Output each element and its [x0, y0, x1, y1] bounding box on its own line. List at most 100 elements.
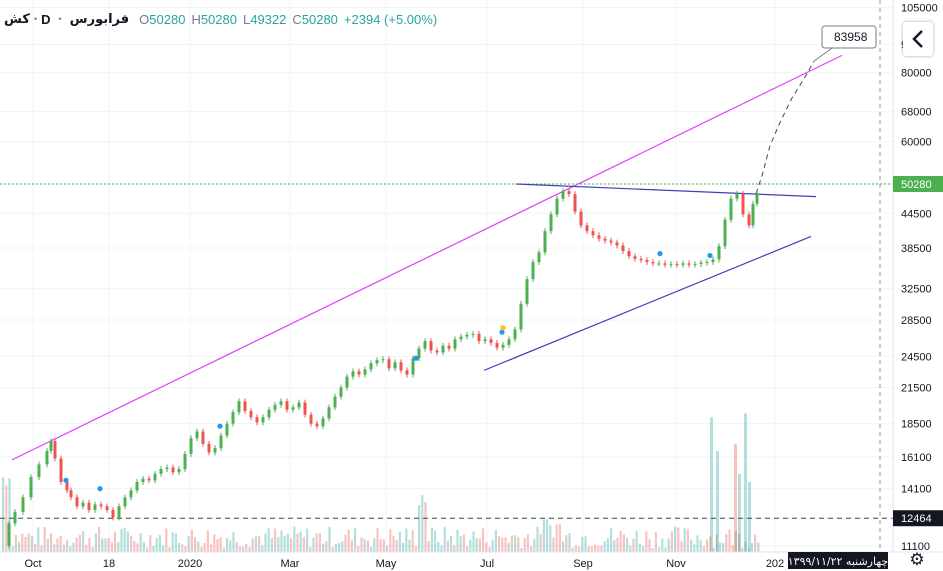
volume-bar: [552, 537, 555, 552]
symbol-name[interactable]: کش: [4, 11, 30, 26]
candle-body: [423, 341, 427, 349]
volume-bar: [254, 536, 257, 552]
volume-bar: [142, 542, 145, 552]
candle-body: [755, 193, 759, 204]
volume-bar: [632, 538, 635, 552]
candle-body: [609, 240, 613, 243]
candle-body: [723, 219, 727, 247]
candle-body: [519, 303, 523, 330]
volume-bar: [574, 545, 577, 552]
volume-spike: [748, 481, 751, 552]
volume-bar: [571, 547, 574, 552]
candle-body: [135, 481, 139, 491]
volume-bar: [546, 519, 549, 552]
timeframe[interactable]: D: [41, 11, 51, 27]
volume-spike: [716, 451, 719, 552]
legend-separator: •: [33, 14, 38, 24]
volume-bar: [264, 533, 267, 552]
price-tick-label: 105000: [901, 3, 938, 15]
candle-body: [291, 407, 295, 410]
volume-bar: [34, 544, 37, 552]
time-tick-label: Sep: [573, 558, 593, 570]
volume-bar: [245, 543, 248, 552]
volume-bar: [331, 547, 334, 552]
candle-body: [117, 506, 121, 518]
candle-body: [111, 509, 115, 518]
volume-bar: [555, 524, 558, 552]
volume-bar: [242, 546, 245, 552]
volume-bar: [741, 547, 744, 552]
volume-bar: [466, 546, 469, 552]
volume-bar: [722, 542, 725, 552]
candle-body: [717, 246, 721, 260]
signal-dots: [63, 251, 713, 492]
volume-bar: [674, 526, 677, 552]
price-tick-label: 32500: [901, 284, 932, 296]
back-button[interactable]: [903, 22, 933, 56]
signal-dot: [657, 251, 663, 257]
volume-bar: [459, 536, 462, 552]
volume-bar: [59, 535, 62, 552]
candle-body: [645, 260, 649, 263]
volume-bar: [309, 546, 312, 552]
candle-body: [597, 235, 601, 239]
volume-bar: [251, 538, 254, 552]
volume-bar: [267, 528, 270, 552]
candle-body: [417, 348, 421, 359]
volume-bar: [126, 531, 129, 552]
volume-bar: [715, 534, 718, 552]
candles: [7, 188, 759, 549]
volume-bar: [40, 545, 43, 552]
volume-bar: [747, 547, 750, 552]
level-tag-text: 12464: [901, 513, 932, 525]
candle-body: [123, 497, 127, 507]
projection-callout-text: 83958: [834, 30, 868, 44]
candle-body: [603, 238, 607, 241]
time-tick-label: May: [376, 558, 397, 570]
volume-bar: [158, 535, 161, 552]
candle-body: [59, 458, 63, 482]
volume-bar: [594, 544, 597, 552]
volume-bar: [622, 534, 625, 552]
candle-body: [369, 363, 373, 370]
volume-bar: [347, 529, 350, 552]
candle-body: [195, 431, 199, 439]
date-tag-text: چهارشنبه ۱۳۹۹/۱۱/۲۲: [788, 555, 888, 568]
volume-bar: [306, 528, 309, 552]
volume-bar: [136, 543, 139, 552]
candle-body: [243, 401, 247, 411]
time-tick-label: 202: [766, 558, 784, 570]
volume-bar: [517, 537, 520, 552]
gear-icon[interactable]: ⚙: [909, 550, 925, 569]
candle-body: [333, 396, 337, 408]
volume-bar: [664, 547, 667, 552]
signal-dot: [97, 486, 103, 492]
volume-bar: [558, 524, 561, 552]
volume-bar: [373, 537, 376, 552]
volume-bar: [750, 543, 753, 552]
signal-dot: [707, 252, 713, 259]
candle-body: [81, 502, 85, 507]
candle-body: [465, 334, 469, 337]
candle-body: [483, 339, 487, 342]
volume-bar: [190, 529, 193, 552]
volume-bar: [56, 538, 59, 552]
candle-body: [345, 376, 349, 388]
time-tick-label: Nov: [666, 558, 686, 570]
candle-body: [303, 402, 307, 415]
candle-body: [435, 350, 439, 353]
candle-body: [693, 264, 697, 266]
volume-bar: [696, 535, 699, 552]
volume-bar: [450, 535, 453, 552]
volume-bar: [581, 537, 584, 552]
volume-bar: [165, 528, 168, 552]
volume-bar: [734, 531, 737, 552]
volume-bar: [597, 545, 600, 552]
time-tick-label: 2020: [178, 558, 202, 570]
volume-bar: [488, 546, 491, 552]
volume-bar: [149, 535, 152, 552]
volume-bar: [411, 530, 414, 552]
volume-bar: [293, 526, 296, 552]
volume-bar: [702, 545, 705, 552]
